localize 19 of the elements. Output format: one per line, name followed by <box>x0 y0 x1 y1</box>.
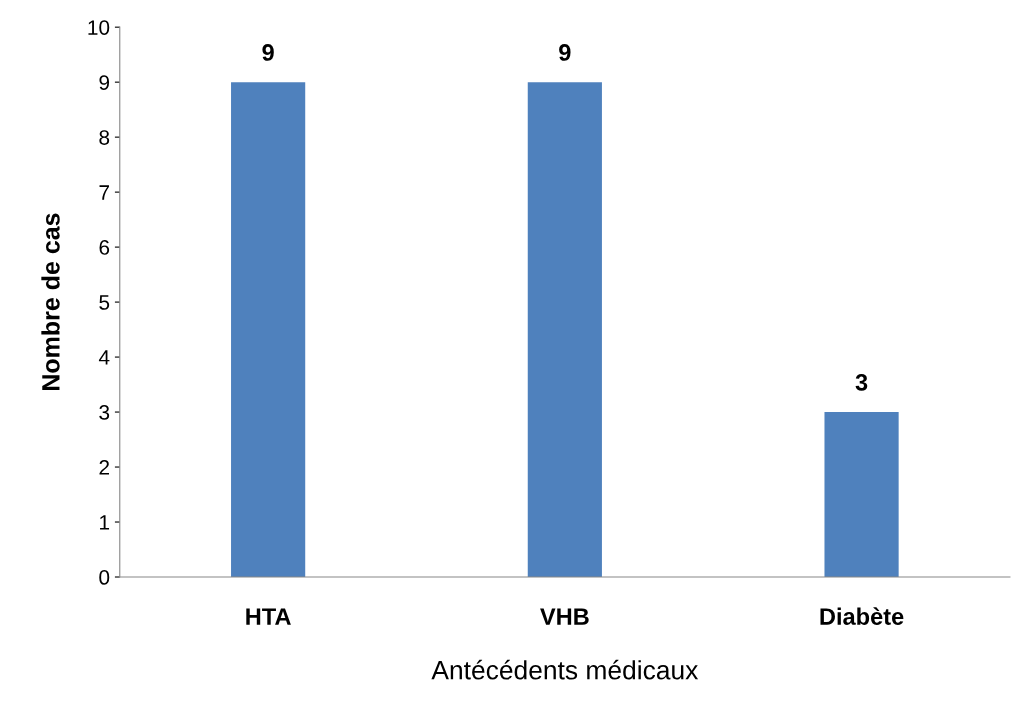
y-tick-label: 7 <box>99 185 109 200</box>
y-tick-label: 2 <box>99 460 109 475</box>
y-tick-label: 4 <box>98 350 110 365</box>
x-tick-label: Diabète <box>820 607 904 625</box>
y-tick-label: 0 <box>99 570 110 585</box>
x-tick-label: VHB <box>540 608 589 625</box>
x-axis-title: Antécédents médicaux <box>431 659 699 680</box>
data-label: 9 <box>262 44 274 61</box>
x-tick-label: HTA <box>246 608 291 625</box>
data-label: 9 <box>559 44 571 61</box>
y-tick-label: 6 <box>99 240 110 255</box>
y-tick-label: 3 <box>99 405 110 420</box>
y-tick-label: 9 <box>99 75 110 90</box>
y-tick-label: 5 <box>99 295 110 310</box>
data-label: 3 <box>855 374 868 391</box>
y-axis-title: Nombre de cas <box>41 213 60 391</box>
y-tick-label: 8 <box>99 130 110 145</box>
y-tick-label: 10 <box>88 20 110 35</box>
y-tick-label: 1 <box>100 515 110 530</box>
